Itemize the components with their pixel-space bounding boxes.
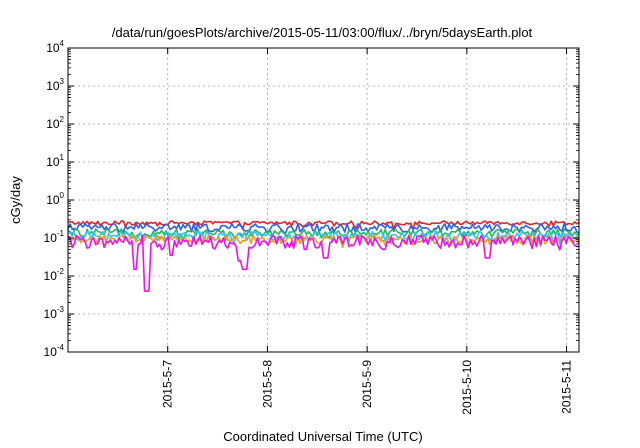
- y-tick-label: 100: [46, 191, 64, 207]
- chart-title: /data/run/goesPlots/archive/2015-05-11/0…: [112, 25, 533, 40]
- series-line-1: [67, 220, 580, 230]
- x-tick-label: 2015-5-7: [161, 360, 175, 408]
- grid-layer: [68, 48, 579, 352]
- y-tick-label: 101: [46, 153, 64, 169]
- y-tick-label: 102: [46, 115, 64, 131]
- series-line-6: [67, 234, 579, 292]
- x-axis-label: Coordinated Universal Time (UTC): [223, 429, 422, 444]
- x-tick-label: 2015-5-8: [260, 360, 274, 408]
- y-tick-label: 103: [46, 77, 64, 93]
- series-line-4: [67, 230, 580, 245]
- series-layer: [67, 220, 580, 292]
- x-tick-label: 2015-5-11: [560, 360, 574, 414]
- x-tick-label: 2015-5-9: [360, 360, 374, 408]
- y-tick-label: 10-2: [44, 267, 65, 283]
- y-tick-layer: 10-4 10-3 10-2 10-1 100 101 102 103 104: [44, 39, 579, 359]
- y-tick-label: 10-3: [44, 305, 65, 321]
- x-tick-layer: 2015-5-7 2015-5-8 2015-5-9 2015-5-10 2015-5-…: [161, 48, 574, 415]
- y-axis-label: cGy/day: [8, 176, 23, 224]
- y-tick-label: 10-1: [44, 229, 65, 245]
- x-tick-label: 2015-5-10: [460, 360, 474, 415]
- y-tick-label: 104: [46, 39, 64, 55]
- y-tick-label: 10-4: [44, 343, 65, 359]
- series-line-2: [67, 222, 580, 235]
